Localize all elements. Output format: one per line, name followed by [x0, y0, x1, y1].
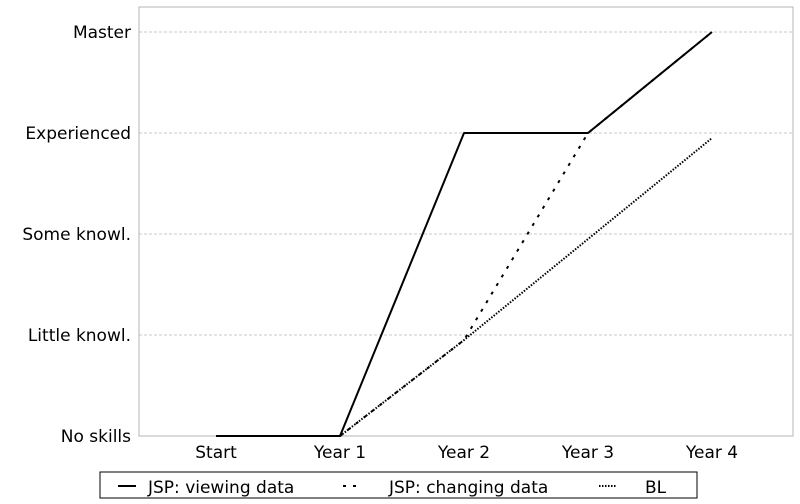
legend-label-3: BL: [645, 478, 667, 498]
y-tick-label: No skills: [61, 427, 131, 447]
legend-box: [99, 471, 698, 499]
legend-label-2: JSP: changing data: [388, 478, 548, 498]
x-tick-label: Year 3: [561, 443, 614, 463]
y-tick-label: Master: [73, 23, 131, 43]
plot-frame: [138, 6, 794, 437]
x-tick-label: Year 2: [437, 443, 490, 463]
y-tick-label: Little knowl.: [28, 326, 131, 346]
x-tick-label: Start: [195, 443, 237, 463]
legend-label-1: JSP: viewing data: [147, 478, 294, 498]
x-tick-label: Year 1: [313, 443, 366, 463]
y-tick-label: Some knowl.: [22, 225, 131, 245]
x-tick-labels: Start Year 1 Year 2 Year 3 Year 4: [195, 443, 738, 463]
series-lines: [216, 31, 713, 437]
legend: JSP: viewing data JSP: changing data BL: [99, 471, 698, 499]
x-tick-label: Year 4: [685, 443, 738, 463]
y-tick-labels: No skills Little knowl. Some knowl. Experie…: [22, 23, 131, 447]
series-line-3: [339, 137, 713, 437]
y-tick-label: Experienced: [25, 124, 131, 144]
